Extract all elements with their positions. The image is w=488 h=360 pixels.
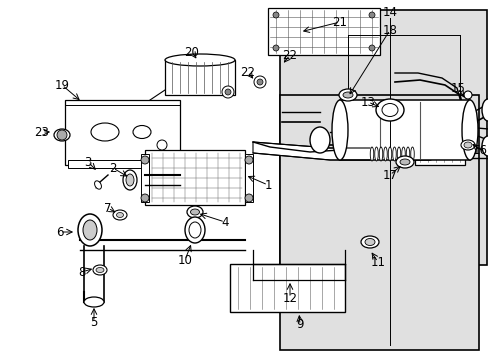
Text: 22: 22 <box>282 49 297 62</box>
Ellipse shape <box>126 174 134 186</box>
Ellipse shape <box>410 147 413 161</box>
Bar <box>68 160 176 168</box>
Ellipse shape <box>392 147 395 161</box>
Ellipse shape <box>375 99 403 121</box>
Ellipse shape <box>84 297 104 307</box>
Text: 21: 21 <box>332 15 347 28</box>
Ellipse shape <box>113 210 127 220</box>
Ellipse shape <box>309 127 329 153</box>
Ellipse shape <box>123 170 137 190</box>
Circle shape <box>157 140 167 150</box>
Ellipse shape <box>342 92 352 98</box>
Text: 13: 13 <box>360 95 375 108</box>
Ellipse shape <box>94 181 101 189</box>
Ellipse shape <box>78 214 102 246</box>
Text: 20: 20 <box>184 45 199 59</box>
Circle shape <box>272 12 279 18</box>
Circle shape <box>272 45 279 51</box>
Ellipse shape <box>164 54 235 66</box>
Bar <box>145 150 244 205</box>
Text: 3: 3 <box>84 156 92 168</box>
Text: 16: 16 <box>471 144 487 157</box>
Text: 6: 6 <box>56 225 63 239</box>
Ellipse shape <box>401 147 405 161</box>
Circle shape <box>244 194 252 202</box>
Text: 7: 7 <box>104 202 112 215</box>
Circle shape <box>368 12 374 18</box>
Bar <box>339 100 469 160</box>
Ellipse shape <box>83 220 97 240</box>
Circle shape <box>141 156 149 164</box>
Ellipse shape <box>463 142 471 148</box>
Ellipse shape <box>360 236 378 248</box>
Text: 23: 23 <box>35 126 49 139</box>
Ellipse shape <box>338 89 356 101</box>
Ellipse shape <box>190 209 199 215</box>
Bar <box>229 264 345 312</box>
Ellipse shape <box>461 100 477 160</box>
Bar <box>280 95 478 350</box>
Ellipse shape <box>481 99 488 121</box>
Text: 8: 8 <box>78 266 85 279</box>
Text: 5: 5 <box>90 315 98 328</box>
Ellipse shape <box>379 147 382 161</box>
Circle shape <box>57 130 67 140</box>
Ellipse shape <box>381 104 397 117</box>
Circle shape <box>222 86 234 98</box>
Ellipse shape <box>406 147 409 161</box>
Bar <box>267 8 379 55</box>
Circle shape <box>244 156 252 164</box>
Text: 2: 2 <box>109 162 117 175</box>
Ellipse shape <box>93 265 107 275</box>
Circle shape <box>463 91 471 99</box>
Ellipse shape <box>395 156 413 168</box>
Ellipse shape <box>399 159 409 165</box>
Text: 1: 1 <box>264 179 271 192</box>
Circle shape <box>141 194 149 202</box>
Ellipse shape <box>481 136 488 156</box>
Text: 11: 11 <box>370 256 385 269</box>
Text: 12: 12 <box>282 292 297 305</box>
Ellipse shape <box>133 126 151 139</box>
Ellipse shape <box>387 147 391 161</box>
Ellipse shape <box>460 140 474 150</box>
Ellipse shape <box>369 147 373 161</box>
Text: 19: 19 <box>54 78 69 91</box>
Ellipse shape <box>374 147 378 161</box>
Ellipse shape <box>54 129 70 141</box>
Circle shape <box>257 79 263 85</box>
Text: 17: 17 <box>382 168 397 181</box>
Bar <box>65 100 180 165</box>
Text: 14: 14 <box>382 5 397 18</box>
Text: 15: 15 <box>449 81 465 95</box>
Ellipse shape <box>364 239 374 246</box>
Polygon shape <box>252 142 369 160</box>
Ellipse shape <box>91 123 119 141</box>
Ellipse shape <box>116 212 123 217</box>
Bar <box>244 154 252 202</box>
Ellipse shape <box>186 206 203 218</box>
Ellipse shape <box>331 100 347 160</box>
Text: 10: 10 <box>177 253 192 266</box>
Text: 22: 22 <box>240 66 255 78</box>
Text: 4: 4 <box>221 216 228 229</box>
Text: 9: 9 <box>296 319 303 332</box>
Ellipse shape <box>184 217 204 243</box>
Ellipse shape <box>383 147 386 161</box>
Bar <box>414 127 464 165</box>
Bar <box>141 154 149 202</box>
Ellipse shape <box>96 267 104 273</box>
Circle shape <box>224 89 230 95</box>
Text: 18: 18 <box>382 23 397 36</box>
Circle shape <box>368 45 374 51</box>
Ellipse shape <box>396 147 400 161</box>
Ellipse shape <box>189 222 201 238</box>
Bar <box>164 60 235 95</box>
Circle shape <box>253 76 265 88</box>
Bar <box>279 10 486 265</box>
